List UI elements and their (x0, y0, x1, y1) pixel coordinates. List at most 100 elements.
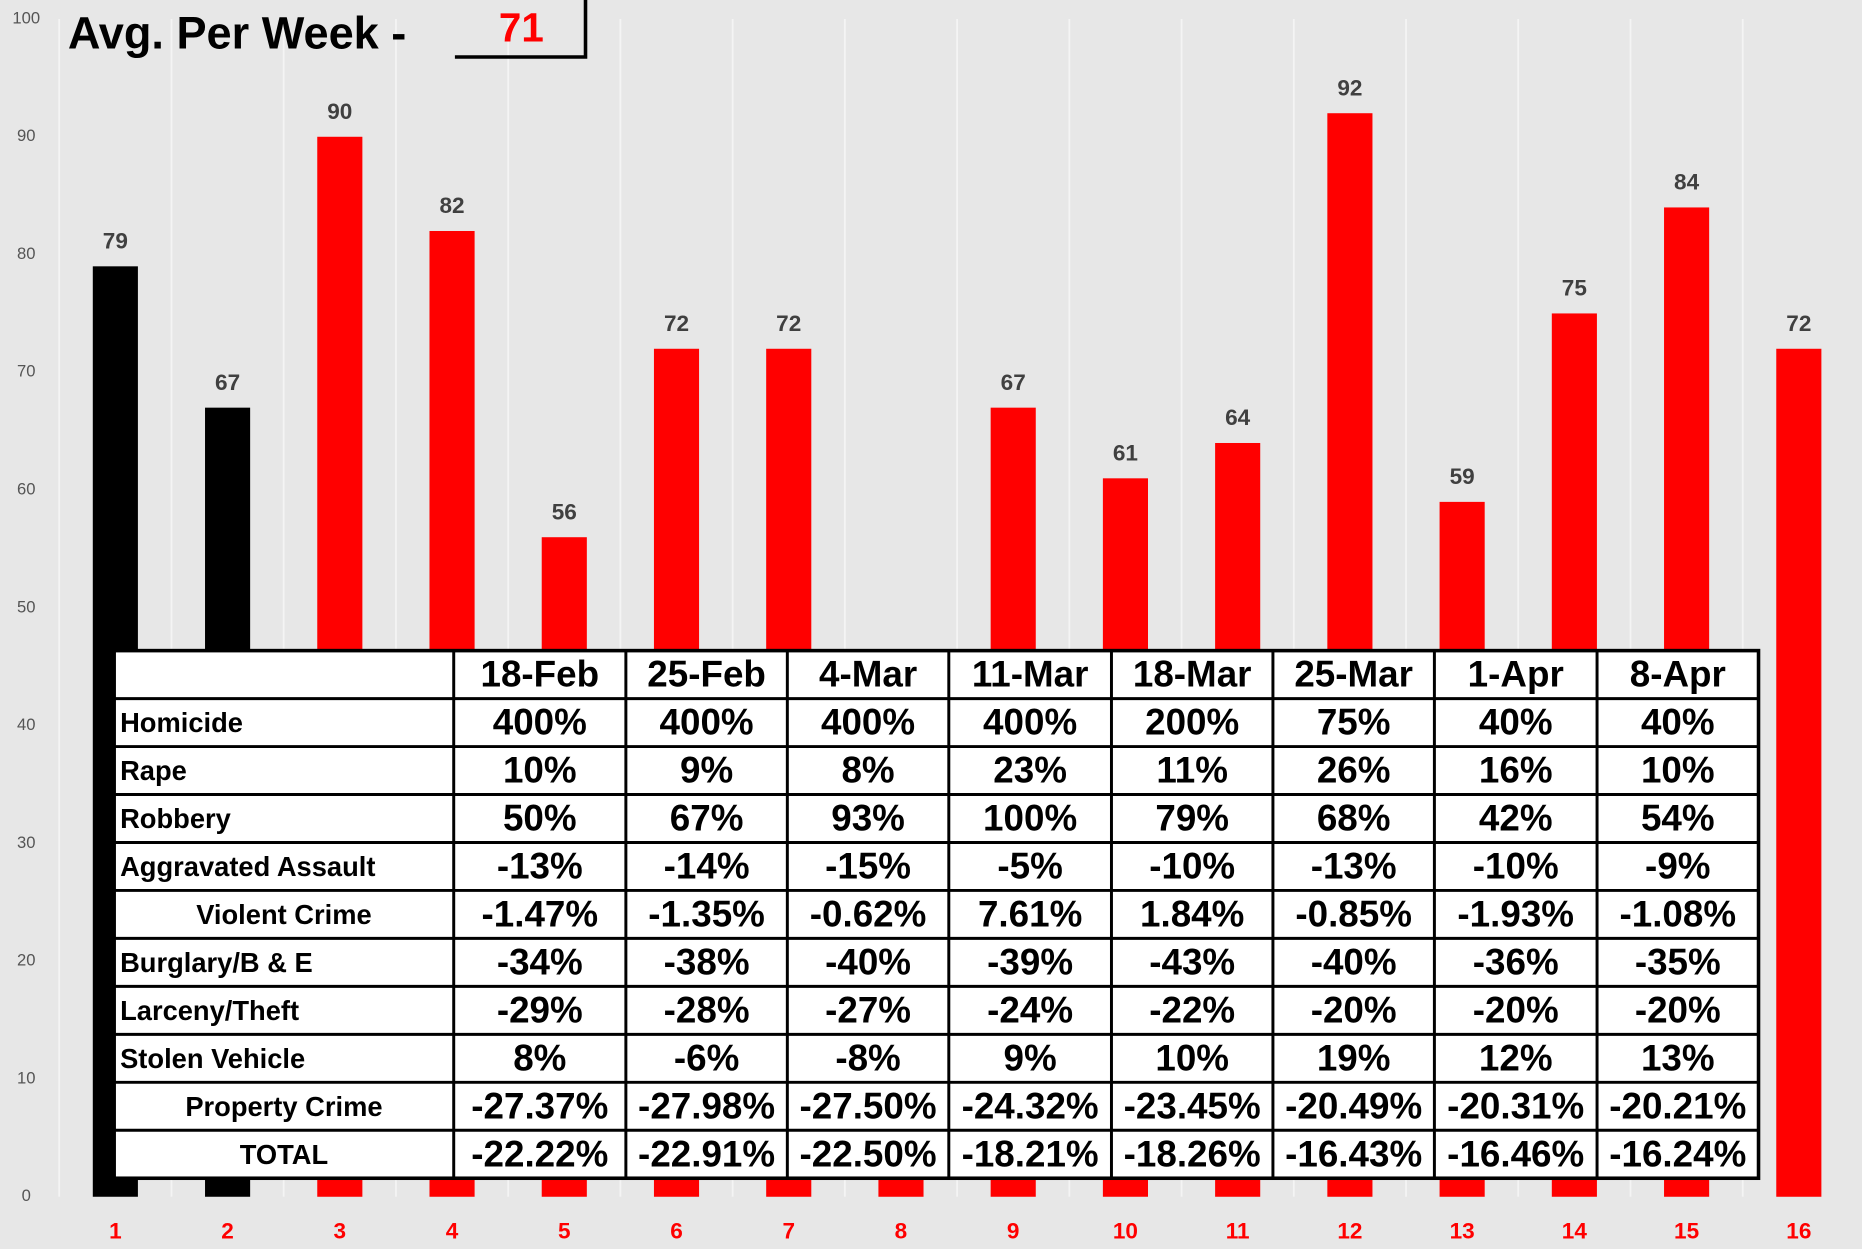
table-cell: -20.49% (1285, 1085, 1422, 1126)
table-cell: 50% (503, 798, 577, 839)
row-label: Aggravated Assault (120, 851, 375, 882)
value-label: 82 (439, 193, 464, 218)
table-cell: 12% (1479, 1037, 1553, 1078)
table-cell: 1.84% (1140, 894, 1244, 935)
column-header: 25-Mar (1294, 654, 1413, 695)
table-cell: -0.62% (810, 894, 927, 935)
row-label: Robbery (120, 803, 232, 834)
table-cell: 40% (1479, 702, 1553, 743)
table-cell: -20.31% (1447, 1085, 1584, 1126)
table-cell: -40% (825, 941, 911, 982)
table-cell: 10% (1155, 1037, 1229, 1078)
table-cell: 16% (1479, 750, 1553, 791)
table-cell: -27.50% (800, 1085, 937, 1126)
column-header: 18-Mar (1133, 654, 1252, 695)
x-tick-label: 13 (1450, 1218, 1475, 1243)
table-cell: 40% (1641, 702, 1715, 743)
x-tick-label: 10 (1113, 1218, 1138, 1243)
row-label: Rape (120, 755, 187, 786)
table-cell: -40% (1311, 941, 1397, 982)
table-cell: -16.46% (1447, 1133, 1584, 1174)
y-tick-label: 100 (12, 8, 40, 27)
x-tick-label: 12 (1337, 1218, 1362, 1243)
table-cell: -16.43% (1285, 1133, 1422, 1174)
table-cell: -1.47% (482, 894, 599, 935)
row-label: Property Crime (185, 1091, 382, 1122)
column-header: 25-Feb (647, 654, 766, 695)
table-cell: -27.98% (638, 1085, 775, 1126)
x-tick-label: 8 (895, 1218, 908, 1243)
table-cell: 8% (841, 750, 894, 791)
table-cell: 13% (1641, 1037, 1715, 1078)
y-tick-label: 0 (22, 1186, 31, 1205)
x-tick-label: 11 (1226, 1218, 1250, 1243)
table-cell: -1.08% (1619, 894, 1736, 935)
table-cell: -24.32% (962, 1085, 1099, 1126)
y-tick-label: 60 (17, 479, 35, 498)
chart-title: Avg. Per Week - (68, 8, 406, 59)
table-cell: 54% (1641, 798, 1715, 839)
avg-box (454, 0, 588, 59)
table-cell: 26% (1317, 750, 1391, 791)
table: 18-Feb 25-Feb 4-Mar 11-Mar 18-Mar 25-Mar 1-Apr… (112, 648, 1761, 1181)
y-tick-label: 50 (17, 597, 35, 616)
y-tick-label: 80 (17, 244, 35, 263)
y-tick-label: 40 (17, 715, 35, 734)
table-cell: 400% (983, 702, 1077, 743)
table-cell: 19% (1317, 1037, 1391, 1078)
table-cell: -1.93% (1457, 894, 1574, 935)
table-cell: 23% (993, 750, 1067, 791)
x-tick-label: 14 (1562, 1218, 1588, 1243)
table-cell: -27% (825, 989, 911, 1030)
table-cell: -29% (497, 989, 583, 1030)
y-tick-label: 30 (17, 833, 35, 852)
value-label: 92 (1337, 75, 1362, 100)
table-cell: -22.50% (800, 1133, 937, 1174)
table-cell: -16.24% (1609, 1133, 1746, 1174)
table-cell: 10% (503, 750, 577, 791)
table-cell: -24% (987, 989, 1073, 1030)
table-cell: -1.35% (648, 894, 765, 935)
table-cell: 42% (1479, 798, 1553, 839)
x-tick-label: 7 (782, 1218, 795, 1243)
table-cell: -14% (664, 846, 750, 887)
y-tick-label: 20 (17, 951, 35, 970)
table-cell: -18.21% (962, 1133, 1099, 1174)
table-cell: -20% (1311, 989, 1397, 1030)
table-cell: -35% (1635, 941, 1721, 982)
x-tick-label: 2 (221, 1218, 234, 1243)
value-label: 59 (1450, 464, 1475, 489)
value-label: 64 (1225, 405, 1251, 430)
table-cell: 8% (513, 1037, 566, 1078)
table-cell: -13% (497, 846, 583, 887)
table-cell: 68% (1317, 798, 1391, 839)
x-tick-label: 16 (1786, 1218, 1811, 1243)
table-cell: 75% (1317, 702, 1391, 743)
row-label: Violent Crime (196, 899, 371, 930)
value-label: 72 (1786, 311, 1811, 336)
table-cell: -20% (1473, 989, 1559, 1030)
table-cell: 9% (1004, 1037, 1057, 1078)
value-label: 72 (664, 311, 689, 336)
table-cell: 9% (680, 750, 733, 791)
table-cell: 100% (983, 798, 1077, 839)
value-label: 90 (327, 99, 352, 124)
table-cell: -8% (835, 1037, 900, 1078)
value-label: 61 (1113, 441, 1138, 466)
table-cell: -22.91% (638, 1133, 775, 1174)
x-tick-label: 3 (334, 1218, 347, 1243)
table-cell: 11% (1156, 750, 1228, 791)
column-header: 11-Mar (972, 654, 1089, 695)
table-cell: 400% (493, 702, 587, 743)
table-cell: -13% (1311, 846, 1397, 887)
x-tick-label: 15 (1674, 1218, 1699, 1243)
y-tick-label: 70 (17, 362, 35, 381)
value-label: 67 (215, 370, 240, 395)
table-cell: -5% (997, 846, 1062, 887)
avg-value: 71 (499, 5, 544, 51)
table-cell: -39% (987, 941, 1073, 982)
table-cell: 400% (660, 702, 754, 743)
table-cell: -27.37% (471, 1085, 608, 1126)
table-cell: 67% (670, 798, 744, 839)
